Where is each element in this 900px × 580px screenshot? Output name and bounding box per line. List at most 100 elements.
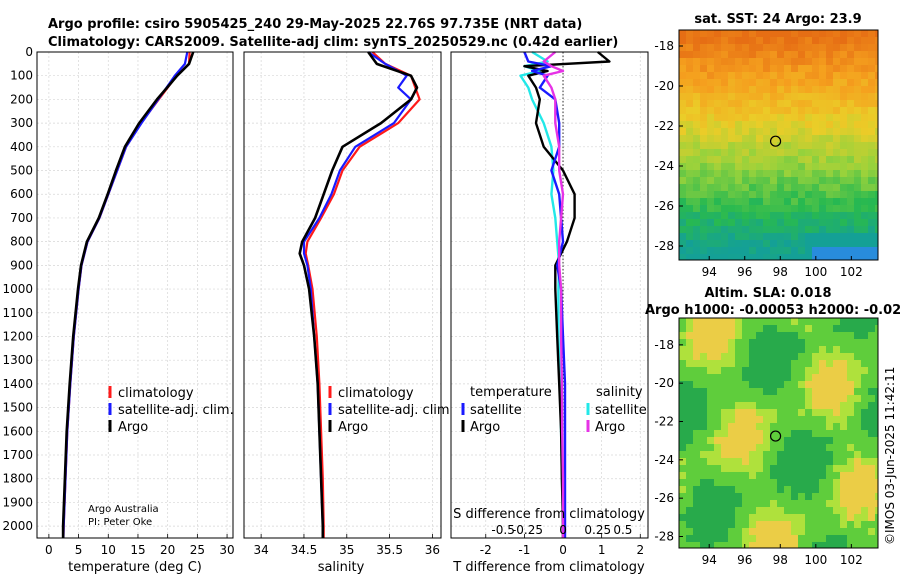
map-cell (728, 402, 736, 410)
map-cell (868, 318, 876, 326)
map-cell (756, 177, 764, 185)
map-cell (777, 233, 785, 241)
map-cell (861, 205, 869, 213)
map-cell (763, 458, 771, 466)
map-cell (798, 360, 806, 368)
map-cell (749, 458, 757, 466)
map-cell (679, 339, 687, 347)
map-cell (735, 367, 743, 375)
map-cell (819, 163, 827, 171)
y-tick-label: 1000 (2, 282, 33, 296)
map-cell (728, 542, 736, 548)
map-cell (714, 240, 722, 248)
map-cell (819, 521, 827, 529)
map-cell (735, 163, 743, 171)
map-cell (686, 514, 694, 522)
map-cell (840, 30, 848, 38)
x-tick-label: 30 (219, 543, 234, 557)
map-cell (749, 121, 757, 129)
map-cell (707, 65, 715, 73)
map-cell (875, 149, 878, 157)
map-cell (700, 514, 708, 522)
map-cell (763, 170, 771, 178)
map-cell (763, 430, 771, 438)
map-cell (777, 423, 785, 431)
map-cell (728, 100, 736, 108)
map-cell (819, 37, 827, 45)
temperature-xlabel: temperature (deg C) (68, 560, 202, 575)
map-cell (770, 416, 778, 424)
map-cell (819, 458, 827, 466)
map-cell (798, 472, 806, 480)
map-cell (770, 325, 778, 333)
map-cell (700, 465, 708, 473)
map-cell (875, 93, 878, 101)
map-cell (770, 191, 778, 199)
map-cell (700, 58, 708, 66)
map-cell (686, 72, 694, 80)
map-cell (777, 367, 785, 375)
map-cell (833, 142, 841, 150)
map-cell (707, 423, 715, 431)
x-tick-label: 35.5 (376, 543, 403, 557)
map-cell (721, 121, 729, 129)
map-cell (784, 318, 792, 326)
map-cell (707, 479, 715, 487)
map-cell (735, 465, 743, 473)
map-cell (756, 79, 764, 87)
map-cell (847, 170, 855, 178)
plot-frame (36, 51, 234, 539)
map-cell (742, 156, 750, 164)
map-cell (784, 233, 792, 241)
map-cell (812, 247, 820, 255)
map-cell (812, 107, 820, 115)
map-cell (770, 514, 778, 522)
map-cell (861, 65, 869, 73)
map-cell (763, 100, 771, 108)
map-x-tick-label: 102 (840, 553, 863, 567)
map-cell (679, 395, 687, 403)
map-cell (777, 240, 785, 248)
map-cell (777, 121, 785, 129)
map-cell (693, 198, 701, 206)
map-cell (693, 514, 701, 522)
map-cell (798, 325, 806, 333)
map-cell (756, 142, 764, 150)
map-cell (728, 318, 736, 326)
diff-line-salinityargo (542, 51, 565, 538)
map-cell (861, 58, 869, 66)
map-cell (721, 528, 729, 536)
y-tick-label: 500 (10, 164, 33, 178)
map-cell (868, 135, 876, 143)
map-cell (798, 402, 806, 410)
map-cell (826, 240, 834, 248)
map-cell (693, 318, 701, 326)
map-cell (749, 65, 757, 73)
map-cell (763, 535, 771, 543)
map-cell (714, 37, 722, 45)
map-cell (721, 500, 729, 508)
map-cell (707, 507, 715, 515)
map-cell (735, 479, 743, 487)
map-cell (875, 240, 878, 248)
map-cell (693, 423, 701, 431)
map-cell (840, 479, 848, 487)
map-cell (819, 528, 827, 536)
map-cell (784, 121, 792, 129)
map-cell (826, 44, 834, 52)
map-cell (868, 86, 876, 94)
map-cell (686, 205, 694, 213)
map-cell (721, 37, 729, 45)
map-cell (735, 107, 743, 115)
map-cell (714, 416, 722, 424)
map-cell (854, 367, 862, 375)
map-cell (812, 191, 820, 199)
map-cell (875, 360, 878, 368)
map-cell (791, 30, 799, 38)
map-cell (805, 507, 813, 515)
map-cell (686, 416, 694, 424)
map-cell (798, 30, 806, 38)
map-cell (777, 332, 785, 340)
map-cell (700, 233, 708, 241)
map-cell (763, 353, 771, 361)
